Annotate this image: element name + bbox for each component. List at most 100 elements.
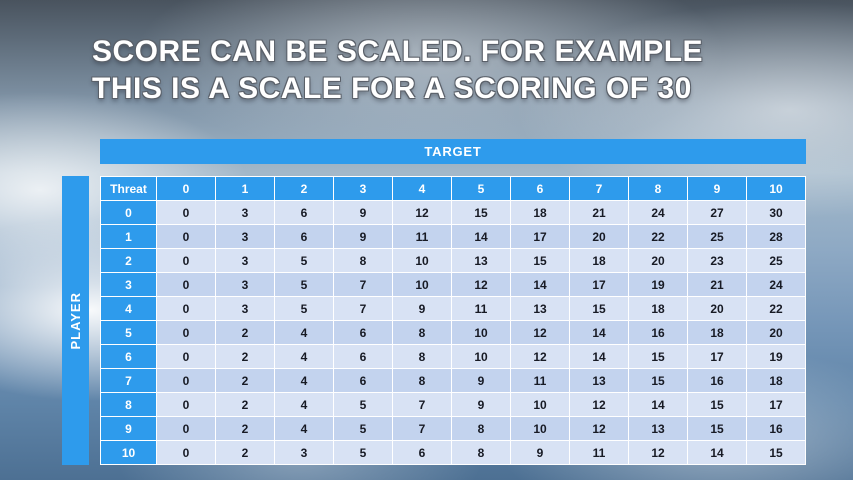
score-cell: 5 <box>275 249 333 272</box>
score-cell: 12 <box>393 201 451 224</box>
score-cell: 8 <box>452 441 510 464</box>
col-header-1: 1 <box>216 177 274 200</box>
score-cell: 15 <box>570 297 628 320</box>
score-cell: 12 <box>570 393 628 416</box>
score-cell: 10 <box>452 321 510 344</box>
score-cell: 24 <box>747 273 805 296</box>
row-header-6: 6 <box>101 345 156 368</box>
score-cell: 19 <box>629 273 687 296</box>
score-cell: 24 <box>629 201 687 224</box>
score-cell: 6 <box>393 441 451 464</box>
score-cell: 4 <box>275 417 333 440</box>
score-cell: 25 <box>688 225 746 248</box>
score-cell: 14 <box>570 345 628 368</box>
score-cell: 12 <box>452 273 510 296</box>
score-cell: 15 <box>511 249 569 272</box>
score-cell: 15 <box>629 345 687 368</box>
score-cell: 12 <box>570 417 628 440</box>
col-header-10: 10 <box>747 177 805 200</box>
score-cell: 8 <box>393 369 451 392</box>
score-cell: 3 <box>216 297 274 320</box>
score-cell: 5 <box>334 417 392 440</box>
score-cell: 14 <box>629 393 687 416</box>
score-cell: 11 <box>452 297 510 320</box>
score-cell: 7 <box>393 393 451 416</box>
slide-title-line1: SCORE CAN BE SCALED. FOR EXAMPLE <box>92 35 704 68</box>
column-header-row: Threat 0 1 2 3 4 5 6 7 8 9 10 <box>101 177 805 200</box>
score-cell: 6 <box>275 225 333 248</box>
score-table-head: Threat 0 1 2 3 4 5 6 7 8 9 10 <box>101 177 805 200</box>
score-cell: 22 <box>747 297 805 320</box>
score-cell: 10 <box>452 345 510 368</box>
score-cell: 3 <box>216 273 274 296</box>
score-cell: 18 <box>629 297 687 320</box>
score-cell: 20 <box>570 225 628 248</box>
score-cell: 17 <box>688 345 746 368</box>
score-cell: 3 <box>216 225 274 248</box>
row-header-3: 3 <box>101 273 156 296</box>
player-axis-header: PLAYER <box>62 176 89 465</box>
score-cell: 12 <box>511 345 569 368</box>
score-cell: 14 <box>452 225 510 248</box>
table-row: 4 0 3 5 7 9 11 13 15 18 20 22 <box>101 297 805 320</box>
score-cell: 7 <box>393 417 451 440</box>
col-header-6: 6 <box>511 177 569 200</box>
score-cell: 15 <box>629 369 687 392</box>
row-header-5: 5 <box>101 321 156 344</box>
score-cell: 17 <box>747 393 805 416</box>
score-cell: 0 <box>157 441 215 464</box>
score-cell: 4 <box>275 393 333 416</box>
score-cell: 7 <box>334 273 392 296</box>
col-header-7: 7 <box>570 177 628 200</box>
col-header-4: 4 <box>393 177 451 200</box>
score-cell: 20 <box>629 249 687 272</box>
score-cell: 11 <box>511 369 569 392</box>
score-cell: 10 <box>393 249 451 272</box>
score-cell: 17 <box>570 273 628 296</box>
score-cell: 0 <box>157 249 215 272</box>
score-cell: 8 <box>334 249 392 272</box>
score-cell: 16 <box>629 321 687 344</box>
score-cell: 13 <box>629 417 687 440</box>
table-row: 10 0 2 3 5 6 8 9 11 12 14 15 <box>101 441 805 464</box>
score-cell: 20 <box>747 321 805 344</box>
score-cell: 0 <box>157 273 215 296</box>
score-cell: 2 <box>216 321 274 344</box>
score-cell: 9 <box>334 201 392 224</box>
score-cell: 28 <box>747 225 805 248</box>
score-cell: 0 <box>157 321 215 344</box>
score-cell: 17 <box>511 225 569 248</box>
score-cell: 3 <box>275 441 333 464</box>
row-header-4: 4 <box>101 297 156 320</box>
score-cell: 15 <box>688 417 746 440</box>
score-cell: 8 <box>393 345 451 368</box>
score-cell: 13 <box>570 369 628 392</box>
score-cell: 8 <box>452 417 510 440</box>
slide-title: SCORE CAN BE SCALED. FOR EXAMPLE THIS IS… <box>92 33 812 107</box>
score-cell: 5 <box>334 441 392 464</box>
score-cell: 11 <box>393 225 451 248</box>
col-header-0: 0 <box>157 177 215 200</box>
score-cell: 6 <box>334 345 392 368</box>
table-row: 7 0 2 4 6 8 9 11 13 15 16 18 <box>101 369 805 392</box>
score-cell: 0 <box>157 225 215 248</box>
score-cell: 13 <box>511 297 569 320</box>
target-axis-label: TARGET <box>424 144 482 159</box>
score-cell: 4 <box>275 369 333 392</box>
score-cell: 4 <box>275 321 333 344</box>
score-cell: 11 <box>570 441 628 464</box>
score-cell: 18 <box>747 369 805 392</box>
score-cell: 30 <box>747 201 805 224</box>
target-axis-header: TARGET <box>100 139 806 164</box>
threat-header: Threat <box>101 177 156 200</box>
player-axis-label: PLAYER <box>68 291 83 350</box>
row-header-1: 1 <box>101 225 156 248</box>
row-header-2: 2 <box>101 249 156 272</box>
score-cell: 22 <box>629 225 687 248</box>
score-cell: 5 <box>334 393 392 416</box>
table-row: 6 0 2 4 6 8 10 12 14 15 17 19 <box>101 345 805 368</box>
score-cell: 23 <box>688 249 746 272</box>
score-cell: 2 <box>216 393 274 416</box>
row-header-0: 0 <box>101 201 156 224</box>
